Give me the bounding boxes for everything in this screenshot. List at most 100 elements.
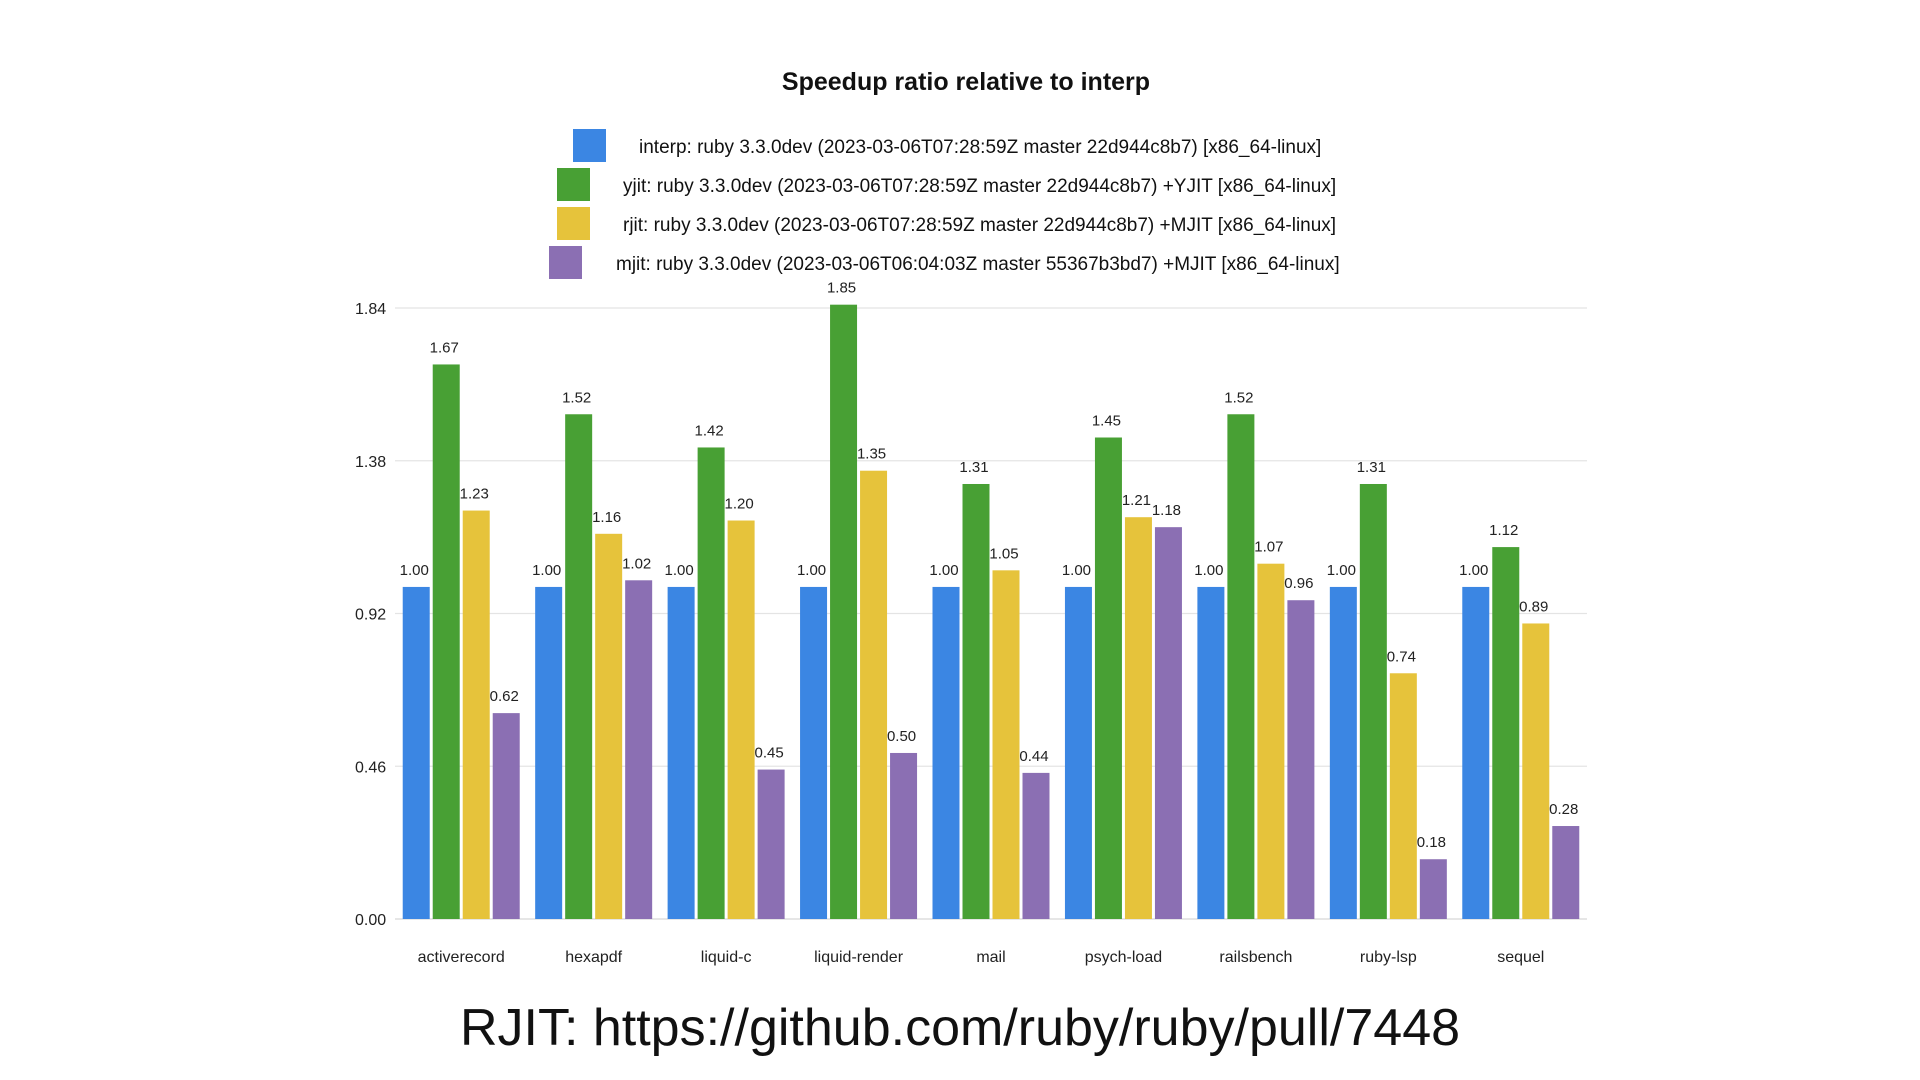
bar-ruby-lsp-0 — [1329, 586, 1357, 919]
bar-activerecord-1 — [432, 364, 460, 920]
data-label: 1.00 — [1194, 562, 1223, 579]
x-category-label: liquid-render — [814, 949, 904, 966]
data-label: 0.62 — [490, 688, 519, 705]
data-label: 1.52 — [562, 389, 591, 406]
chart-gridlines — [395, 307, 1587, 920]
bar-liquid-c-3 — [757, 769, 785, 919]
data-label: 1.02 — [622, 555, 651, 572]
chart-legend: interp: ruby 3.3.0dev (2023-03-06T07:28:… — [549, 129, 1340, 279]
legend-label-0: interp: ruby 3.3.0dev (2023-03-06T07:28:… — [639, 137, 1321, 158]
legend-label-1: yjit: ruby 3.3.0dev (2023-03-06T07:28:59… — [623, 176, 1336, 197]
data-label: 1.31 — [959, 459, 988, 476]
legend-label-2: rjit: ruby 3.3.0dev (2023-03-06T07:28:59… — [623, 215, 1336, 236]
data-label: 0.74 — [1387, 648, 1416, 665]
data-label: 1.21 — [1122, 492, 1151, 509]
y-tick-label: 0.00 — [355, 912, 386, 929]
y-axis: 0.00 0.46 0.92 1.38 1.84 — [355, 301, 386, 929]
bar-railsbench-3 — [1287, 600, 1315, 919]
data-label: 0.28 — [1549, 801, 1578, 818]
bar-activerecord-3 — [492, 713, 520, 919]
chart-title: Speedup ratio relative to interp — [782, 68, 1150, 96]
data-label: 0.45 — [755, 745, 784, 762]
data-label: 0.96 — [1284, 575, 1313, 592]
bar-activerecord-2 — [462, 510, 490, 919]
data-label: 1.52 — [1224, 389, 1253, 406]
legend-swatch-2 — [557, 207, 590, 240]
data-label: 1.20 — [725, 496, 754, 513]
bar-hexapdf-0 — [535, 586, 563, 919]
data-label: 1.31 — [1357, 459, 1386, 476]
x-category-label: railsbench — [1219, 949, 1292, 966]
data-label: 1.00 — [1459, 562, 1488, 579]
bar-psych-load-2 — [1124, 517, 1152, 919]
data-label: 1.00 — [1062, 562, 1091, 579]
bar-hexapdf-1 — [565, 414, 593, 919]
bar-mail-3 — [1022, 772, 1050, 919]
data-label: 1.16 — [592, 509, 621, 526]
chart-bars — [402, 304, 1580, 920]
data-label: 1.05 — [989, 545, 1018, 562]
x-category-label: hexapdf — [565, 949, 622, 966]
data-label: 0.89 — [1519, 598, 1548, 615]
x-category-label: liquid-c — [701, 949, 752, 966]
slide-caption: RJIT: https://github.com/ruby/ruby/pull/… — [459, 999, 1461, 1057]
bar-liquid-c-0 — [667, 586, 695, 919]
x-category-label: mail — [976, 949, 1005, 966]
x-category-label: activerecord — [418, 949, 505, 966]
data-label: 1.23 — [460, 486, 489, 503]
bar-mail-0 — [932, 586, 960, 919]
bar-sequel-2 — [1522, 623, 1550, 919]
y-tick-label: 1.84 — [355, 301, 386, 318]
legend-label-3: mjit: ruby 3.3.0dev (2023-03-06T06:04:03… — [616, 254, 1340, 275]
bar-ruby-lsp-3 — [1419, 859, 1447, 919]
data-label: 1.18 — [1152, 502, 1181, 519]
data-label: 1.07 — [1254, 539, 1283, 556]
data-label: 1.00 — [532, 562, 561, 579]
data-label: 0.18 — [1417, 834, 1446, 851]
data-label: 1.67 — [430, 339, 459, 356]
bar-railsbench-1 — [1227, 414, 1255, 919]
chart-data-labels: 1.00 1.67 1.23 0.62 1.00 1.52 1.16 1.02 1.00 1.42… — [400, 280, 1579, 852]
bar-railsbench-0 — [1197, 586, 1225, 919]
y-tick-label: 0.92 — [355, 607, 386, 624]
x-axis: activerecord hexapdf liquid-c liquid-render… — [418, 949, 1545, 966]
bar-liquid-render-0 — [800, 586, 828, 919]
bar-liquid-render-3 — [890, 752, 918, 919]
legend-swatch-1 — [557, 168, 590, 201]
bar-sequel-3 — [1552, 826, 1580, 919]
bar-psych-load-1 — [1094, 437, 1122, 919]
data-label: 1.42 — [695, 422, 724, 439]
data-label: 1.12 — [1489, 522, 1518, 539]
bar-ruby-lsp-1 — [1359, 483, 1387, 919]
x-category-label: ruby-lsp — [1360, 949, 1417, 966]
bar-liquid-c-2 — [727, 520, 755, 919]
bar-sequel-1 — [1492, 547, 1520, 919]
bar-activerecord-0 — [402, 586, 430, 919]
x-category-label: psych-load — [1085, 949, 1162, 966]
bar-mail-1 — [962, 483, 990, 919]
x-category-label: sequel — [1497, 949, 1544, 966]
data-label: 1.85 — [827, 280, 856, 297]
data-label: 1.00 — [797, 562, 826, 579]
bar-liquid-c-1 — [697, 447, 725, 919]
bar-hexapdf-3 — [625, 580, 653, 919]
bar-railsbench-2 — [1257, 563, 1285, 919]
data-label: 0.44 — [1019, 748, 1048, 765]
bar-liquid-render-1 — [830, 304, 858, 920]
legend-swatch-0 — [573, 129, 606, 162]
bar-hexapdf-2 — [595, 533, 623, 919]
data-label: 1.00 — [1327, 562, 1356, 579]
legend-swatch-3 — [549, 246, 582, 279]
data-label: 1.00 — [400, 562, 429, 579]
bar-psych-load-3 — [1154, 527, 1182, 919]
data-label: 1.00 — [929, 562, 958, 579]
data-label: 1.45 — [1092, 413, 1121, 430]
bar-liquid-render-2 — [860, 470, 888, 919]
data-label: 0.50 — [887, 728, 916, 745]
data-label: 1.35 — [857, 446, 886, 463]
bar-sequel-0 — [1462, 586, 1490, 919]
y-tick-label: 1.38 — [355, 454, 386, 471]
bar-ruby-lsp-2 — [1389, 673, 1417, 919]
